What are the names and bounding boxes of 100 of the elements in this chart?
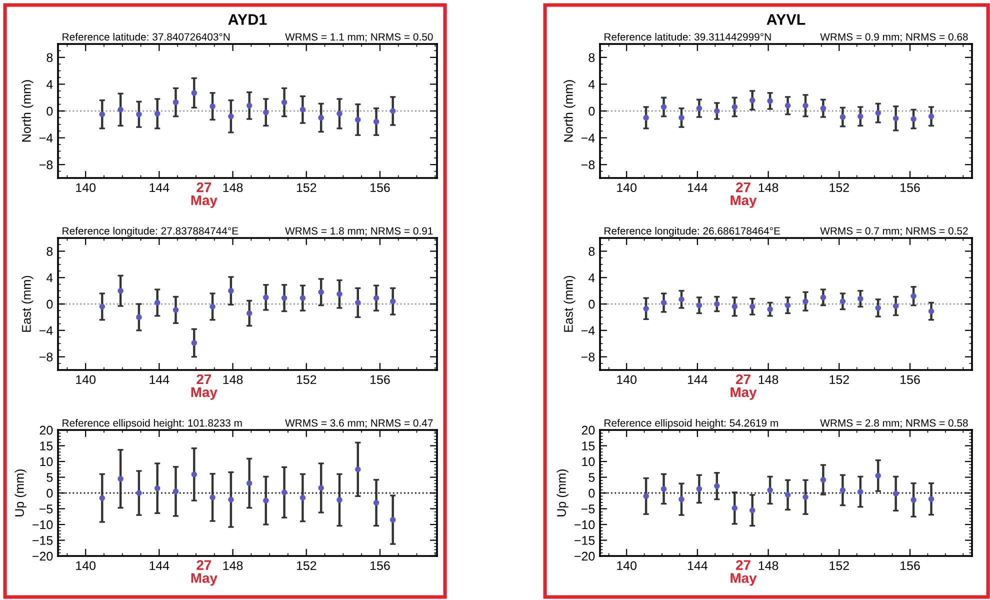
point <box>373 500 380 506</box>
point <box>767 306 773 312</box>
text: WRMS = 1.8 mm; NRMS = 0.91 <box>285 227 433 236</box>
point <box>172 488 179 494</box>
x-tick-label: 140 <box>76 183 96 192</box>
point <box>696 486 702 492</box>
y-tick-label: −4 <box>582 326 595 335</box>
x-tick-label: 156 <box>900 561 920 570</box>
text: 27 May <box>191 374 218 400</box>
y-tick-label: 4 <box>588 80 595 89</box>
point <box>118 106 124 113</box>
point <box>154 485 160 492</box>
x-tick-label: 144 <box>688 375 708 384</box>
point <box>318 289 324 296</box>
point <box>210 103 216 110</box>
y-tick-label: −4 <box>40 326 53 335</box>
point <box>136 490 142 496</box>
x-tick-label: 140 <box>617 375 637 384</box>
point <box>300 106 306 113</box>
point <box>154 300 160 306</box>
point <box>263 294 269 300</box>
text: 27 May <box>191 182 218 208</box>
chart-title: AYD1 <box>228 14 267 25</box>
point <box>910 293 916 299</box>
text: WRMS = 0.9 mm; NRMS = 0.68 <box>820 33 968 42</box>
point <box>875 110 882 116</box>
point <box>840 298 846 304</box>
y-tick-label: 10 <box>40 457 53 466</box>
point <box>210 304 216 310</box>
y-tick-label: −20 <box>32 552 53 561</box>
y-tick-label: 4 <box>46 274 53 282</box>
y-tick-label: −20 <box>574 552 595 561</box>
point <box>336 110 342 117</box>
point <box>928 308 934 314</box>
y-tick-label: 0 <box>588 300 595 309</box>
y-tick-label: 0 <box>46 300 53 309</box>
point <box>246 102 252 109</box>
x-tick-label: 152 <box>830 561 849 570</box>
point <box>263 109 269 116</box>
y-tick-label: 8 <box>46 53 53 62</box>
y-axis-title: Up (mm) <box>14 469 26 516</box>
y-tick-label: −8 <box>40 160 53 170</box>
point <box>802 298 808 304</box>
point <box>390 298 396 304</box>
point <box>767 487 773 494</box>
point <box>373 295 380 301</box>
point <box>928 113 934 120</box>
x-tick-label: 148 <box>758 561 778 570</box>
point <box>749 304 756 310</box>
y-tick-label: 0 <box>588 488 595 498</box>
y-axis-title: North (mm) <box>22 80 34 142</box>
point <box>858 113 864 120</box>
y-tick-label: 20 <box>582 426 595 435</box>
y-tick-label: −4 <box>40 134 53 142</box>
text: 27 May <box>191 560 218 586</box>
point <box>390 516 396 523</box>
y-tick-label: 15 <box>40 442 53 450</box>
text: WRMS = 3.6 mm; NRMS = 0.47 <box>285 419 433 428</box>
point <box>875 472 882 479</box>
y-tick-label: −10 <box>32 520 53 530</box>
y-tick-label: −10 <box>574 520 595 530</box>
point <box>99 304 106 310</box>
point <box>820 105 826 112</box>
point <box>336 497 342 503</box>
point <box>246 310 252 316</box>
y-tick-label: −5 <box>582 504 595 514</box>
point <box>784 492 791 498</box>
point <box>355 116 361 123</box>
chart-subtitle: Reference ellipsoid height: 101.8233 m <box>62 419 242 429</box>
x-tick-label: 140 <box>617 561 637 570</box>
chart-subtitle: Reference latitude: 37.840726403°N <box>62 32 230 41</box>
point <box>118 288 124 294</box>
point <box>172 99 179 106</box>
point <box>802 102 808 109</box>
point <box>191 340 198 346</box>
y-tick-label: 0 <box>588 106 595 116</box>
x-tick-label: 148 <box>223 183 243 192</box>
point <box>136 111 142 118</box>
point <box>840 487 846 494</box>
point <box>228 113 234 120</box>
y-tick-label: −15 <box>574 536 595 545</box>
x-tick-label: 148 <box>223 375 243 384</box>
point <box>928 496 934 502</box>
y-axis-title: Up (mm) <box>556 469 568 516</box>
point <box>678 496 684 502</box>
point <box>892 303 899 309</box>
y-tick-label: 0 <box>46 106 53 116</box>
text: 27 May <box>730 374 757 400</box>
text: WRMS = 2.8 mm; NRMS = 0.58 <box>820 419 968 428</box>
point <box>784 102 791 109</box>
point <box>767 98 773 104</box>
point <box>660 104 667 110</box>
chart-subtitle: Reference longitude: 26.686178464°E <box>604 226 780 237</box>
point <box>246 480 252 486</box>
y-tick-label: −8 <box>40 352 53 362</box>
y-tick-label: 10 <box>582 457 595 466</box>
point <box>910 116 916 122</box>
y-tick-label: 20 <box>40 426 53 435</box>
point <box>172 307 179 313</box>
y-tick-label: −5 <box>40 504 53 514</box>
